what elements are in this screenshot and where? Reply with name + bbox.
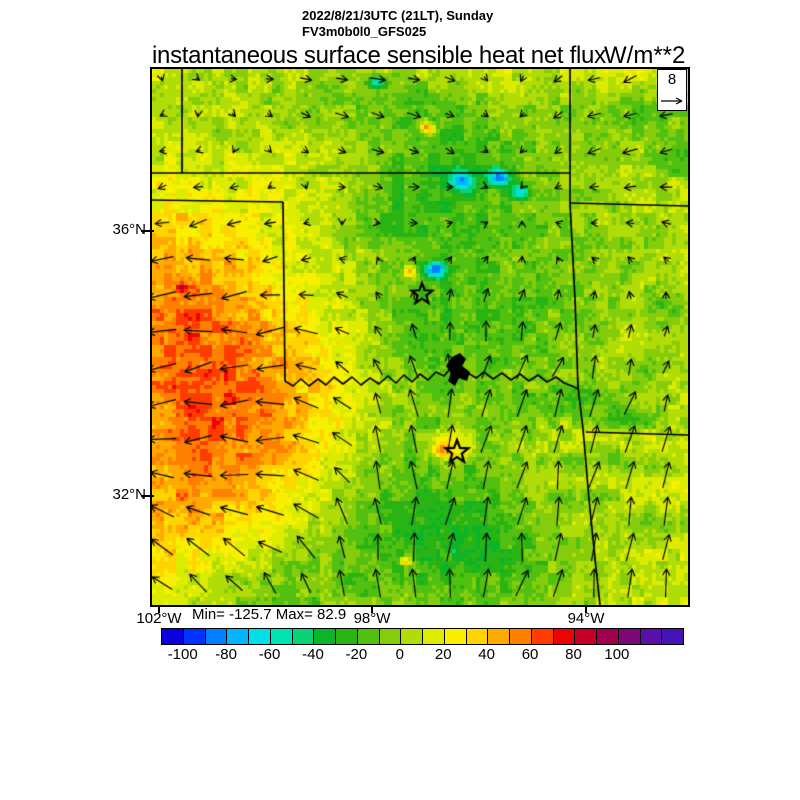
colorbar-cell xyxy=(596,629,618,644)
lon-tick-mark xyxy=(585,605,587,613)
colorbar xyxy=(161,628,684,645)
plot-title: instantaneous surface sensible heat net … xyxy=(152,42,606,69)
colorbar-cell xyxy=(574,629,596,644)
flux-map-canvas xyxy=(152,69,688,605)
colorbar-cell xyxy=(465,629,488,644)
colorbar-tick-label: -40 xyxy=(302,646,324,663)
plot-units-label: W/m**2 xyxy=(604,42,686,69)
header-model: FV3m0b0l0_GFS025 xyxy=(302,24,427,39)
colorbar-tick-label: 20 xyxy=(434,646,452,663)
colorbar-cell xyxy=(356,629,379,644)
colorbar-tick-label: -20 xyxy=(345,646,368,663)
colorbar-cell xyxy=(487,629,509,644)
colorbar-cell xyxy=(378,629,401,644)
colorbar-cell xyxy=(226,629,248,644)
colorbar-cell xyxy=(443,629,466,644)
reference-arrow-icon xyxy=(661,97,683,105)
colorbar-tick-label: 40 xyxy=(478,646,495,663)
colorbar-cell xyxy=(400,629,422,644)
colorbar-cell xyxy=(639,629,662,644)
colorbar-cell xyxy=(617,629,640,644)
colorbar-cell xyxy=(248,629,270,644)
lon-tick-label: 94°W xyxy=(567,610,605,627)
header-datetime: 2022/8/21/3UTC (21LT), Sunday xyxy=(302,8,494,23)
lon-tick-mark xyxy=(158,605,160,613)
colorbar-cell xyxy=(313,629,335,644)
map-frame: 8 xyxy=(150,67,690,607)
colorbar-cell xyxy=(182,629,205,644)
colorbar-tick-label: 60 xyxy=(521,646,539,663)
colorbar-cell xyxy=(162,629,183,644)
lat-tick-mark xyxy=(141,495,154,497)
lat-tick-label: 32°N xyxy=(112,486,146,503)
lon-tick-label: 102°W xyxy=(136,610,182,627)
colorbar-tick-label: 100 xyxy=(604,646,630,663)
colorbar-tick-label: -80 xyxy=(215,646,237,663)
colorbar-cell xyxy=(530,629,553,644)
colorbar-tick-label: 0 xyxy=(395,646,404,663)
lon-tick-label: 98°W xyxy=(353,610,391,627)
colorbar-tick-label: -60 xyxy=(258,646,281,663)
colorbar-cell xyxy=(552,629,575,644)
wind-reference-value: 8 xyxy=(667,71,677,88)
lat-tick-mark xyxy=(141,230,154,232)
colorbar-cell xyxy=(335,629,357,644)
colorbar-cell xyxy=(204,629,227,644)
lat-tick-label: 36°N xyxy=(112,221,146,238)
colorbar-cell xyxy=(269,629,292,644)
wind-reference-box: 8 xyxy=(657,69,687,111)
lon-tick-mark xyxy=(371,605,373,613)
colorbar-cell xyxy=(509,629,531,644)
colorbar-tick-label: 80 xyxy=(565,646,582,663)
colorbar-cell xyxy=(422,629,444,644)
minmax-label: Min= -125.7 Max= 82.9 xyxy=(192,606,347,623)
colorbar-tick-label: -100 xyxy=(167,646,198,663)
colorbar-cell xyxy=(661,629,683,644)
colorbar-cell xyxy=(291,629,314,644)
